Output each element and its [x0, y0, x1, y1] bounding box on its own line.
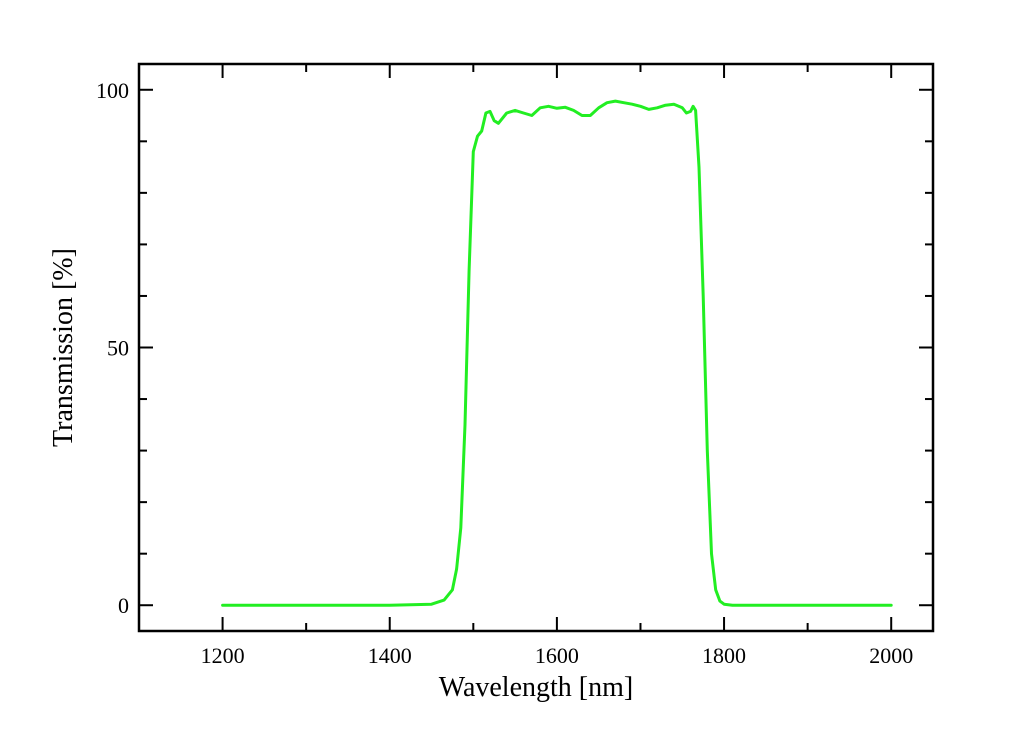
x-tick-label: 1800: [702, 643, 746, 668]
x-tick-label: 1200: [201, 643, 245, 668]
y-tick-label: 50: [107, 336, 129, 361]
transmission-curve: [221, 99, 893, 607]
y-tick-label: 0: [118, 593, 129, 618]
x-tick-label: 1400: [368, 643, 412, 668]
x-tick-label: 1600: [535, 643, 579, 668]
x-axis-label: Wavelength [nm]: [439, 672, 633, 703]
plot-frame: [137, 62, 935, 633]
y-tick-label: 100: [96, 78, 129, 103]
x-tick-label: 2000: [869, 643, 913, 668]
y-axis-label: Transmission [%]: [48, 248, 79, 447]
